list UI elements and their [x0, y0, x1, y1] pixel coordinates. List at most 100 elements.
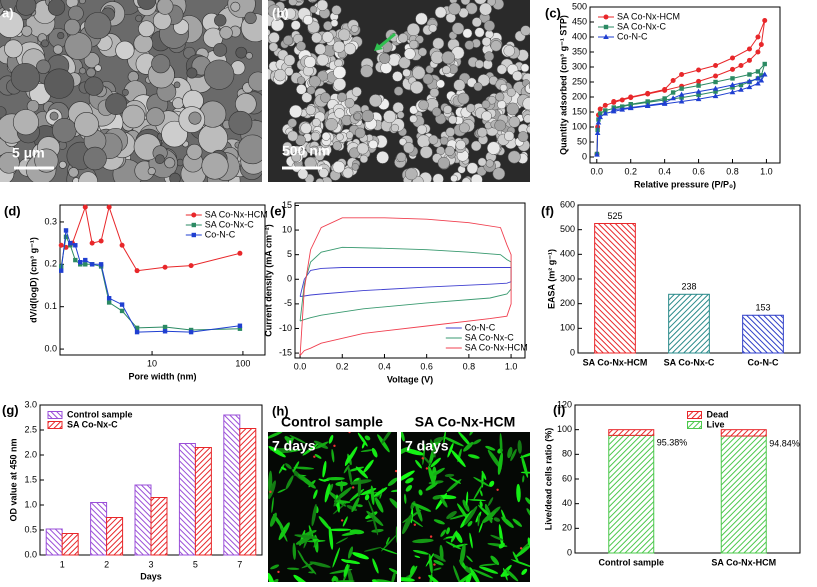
- cell: [402, 514, 413, 535]
- cell: [405, 484, 413, 492]
- particle: [436, 79, 445, 89]
- particle: [474, 27, 485, 38]
- particle: [490, 40, 502, 52]
- point: [662, 96, 667, 101]
- cell: [293, 466, 315, 470]
- particle: [356, 142, 369, 155]
- particle: [353, 112, 362, 121]
- x-tick-label: 0.2: [624, 166, 637, 176]
- particle: [543, 87, 553, 97]
- particle: [526, 125, 530, 134]
- cell: [331, 576, 337, 582]
- point: [729, 89, 736, 95]
- particle: [332, 40, 346, 53]
- particle: [351, 163, 360, 171]
- particle: [392, 102, 404, 114]
- point: [82, 204, 88, 210]
- scale-bar-label: 500 nm: [282, 143, 330, 159]
- cell: [487, 449, 502, 470]
- point: [59, 268, 64, 273]
- cell: [332, 547, 340, 568]
- particle: [214, 14, 227, 27]
- y-tick-label: 0.1: [44, 301, 57, 311]
- legend-marker: [603, 14, 609, 20]
- particle: [437, 156, 450, 170]
- particle: [403, 48, 416, 60]
- point: [73, 243, 78, 248]
- legend-swatch: [687, 421, 702, 429]
- particle: [331, 5, 342, 16]
- nucleus: [269, 490, 272, 494]
- cell: [381, 432, 394, 445]
- cell: [356, 504, 363, 508]
- particle: [448, 2, 461, 16]
- cell: [328, 528, 352, 532]
- particle: [244, 11, 257, 25]
- point: [134, 325, 140, 331]
- cell: [510, 559, 530, 568]
- point: [746, 84, 753, 90]
- cell: [268, 446, 286, 458]
- particle: [316, 53, 329, 67]
- bar: [134, 484, 152, 556]
- particle: [537, 121, 546, 130]
- particle: [535, 140, 546, 151]
- point: [237, 326, 243, 331]
- cell: [519, 451, 530, 458]
- point: [755, 34, 761, 40]
- particle: [302, 14, 314, 26]
- nucleus: [418, 576, 421, 580]
- particle: [273, 12, 282, 21]
- particle: [204, 59, 235, 90]
- x-axis-title: Days: [140, 571, 162, 581]
- y-tick-label: 0.0: [44, 343, 57, 353]
- particle: [172, 97, 185, 110]
- legend-swatch: [47, 421, 63, 429]
- particle: [359, 154, 369, 164]
- legend-label: Live: [707, 419, 725, 429]
- nucleus: [348, 432, 351, 434]
- particle: [524, 83, 530, 94]
- cell: [473, 476, 490, 487]
- y-tick-label: -10: [279, 323, 292, 333]
- x-tick-label: 10: [147, 358, 157, 368]
- cell: [363, 547, 382, 552]
- particle: [284, 7, 297, 20]
- particle: [540, 112, 549, 121]
- y-tick-label: 0: [567, 547, 572, 557]
- particle: [458, 122, 470, 134]
- point: [106, 204, 112, 210]
- y-axis-title: Current density (mA cm⁻²): [263, 224, 273, 336]
- particle: [533, 108, 546, 121]
- particle: [409, 114, 418, 123]
- particle: [529, 110, 530, 116]
- cell: [515, 545, 530, 558]
- cell: [351, 497, 360, 513]
- particle: [528, 81, 530, 90]
- particle: [151, 54, 171, 74]
- particle: [506, 102, 520, 116]
- particle: [409, 39, 419, 50]
- point: [628, 94, 634, 100]
- point: [83, 262, 88, 267]
- cell: [391, 571, 396, 582]
- point: [597, 114, 603, 120]
- particle: [83, 146, 107, 171]
- cell: [440, 496, 448, 508]
- particle: [438, 184, 449, 195]
- particle: [546, 135, 556, 145]
- point: [619, 97, 625, 103]
- x-tick-label: 100: [235, 358, 250, 368]
- particle: [164, 157, 176, 169]
- particle: [466, 103, 476, 113]
- particle: [79, 67, 87, 75]
- cell: [472, 439, 482, 445]
- cell: [297, 474, 316, 489]
- particle: [235, 46, 248, 59]
- cell: [521, 568, 528, 575]
- cell: [335, 481, 348, 487]
- legend-label: Dead: [707, 409, 729, 419]
- y-tick-label: 500: [560, 224, 575, 234]
- particle: [542, 95, 552, 105]
- particle: [137, 0, 157, 10]
